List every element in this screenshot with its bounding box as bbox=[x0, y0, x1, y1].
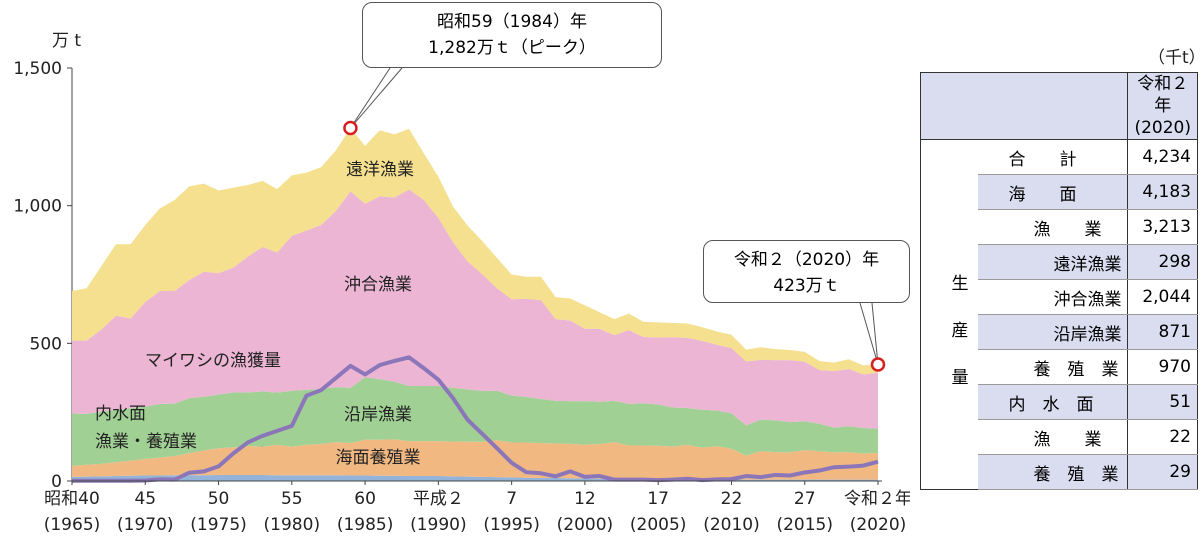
header-cell: 令和２年 (2020) bbox=[1127, 72, 1198, 140]
row-value: 22 bbox=[1127, 419, 1198, 455]
x-tick-label: 22 bbox=[721, 489, 743, 509]
annotation: 昭和59（1984）年 1,282万ｔ（ピーク） bbox=[362, 2, 662, 68]
table-row: 漁 業 3,213 bbox=[921, 209, 1198, 245]
x-tick-sublabel: (2015) bbox=[776, 515, 833, 535]
x-tick-sublabel: (1995) bbox=[483, 515, 540, 535]
row-label: 遠洋漁業 bbox=[978, 244, 1128, 280]
table-row: 生産量 合 計 4,234 bbox=[921, 139, 1198, 415]
table-row: 遠洋漁業 298 bbox=[921, 244, 1198, 280]
table-row: 海 面 4,183 bbox=[921, 174, 1198, 210]
x-tick-label: 昭和40 bbox=[44, 489, 100, 509]
x-tick-label: 27 bbox=[794, 489, 816, 509]
areas bbox=[72, 128, 878, 481]
x-tick-sublabel: (2000) bbox=[557, 515, 614, 535]
y-tick-label: 1,500 bbox=[13, 59, 62, 79]
chart: 万 t 0 500 1,000 1,500 昭和40 (1965) 45 (1970) 50 (1… bbox=[13, 31, 910, 535]
x-tick-sublabel: (1965) bbox=[44, 515, 101, 535]
leader bbox=[871, 302, 879, 365]
row-label: 養 殖 業 bbox=[978, 454, 1128, 490]
annotation-point bbox=[870, 357, 886, 372]
data-table: 令和２年 (2020) 生産量合 計 4,234 海 面 4,183 漁 業 3,213 遠洋… bbox=[920, 72, 1198, 490]
y-tick-label: 0 bbox=[51, 472, 62, 492]
row-value: 4,183 bbox=[1127, 174, 1198, 210]
leader bbox=[350, 67, 391, 129]
row-value: 4,234 bbox=[1127, 139, 1198, 175]
x-tick-label: 令和２年 bbox=[844, 489, 910, 509]
table-row: 養 殖 業 970 bbox=[921, 349, 1198, 385]
area bbox=[72, 439, 878, 480]
row-label: 合 計 bbox=[978, 139, 1128, 175]
x-tick-label: 17 bbox=[647, 489, 669, 509]
table-row: 沖合漁業 2,044 bbox=[921, 279, 1198, 315]
table-unit: （千t） bbox=[1148, 48, 1200, 68]
x-tick-sublabel: (1980) bbox=[264, 515, 321, 535]
row-label: 沖合漁業 bbox=[978, 279, 1128, 315]
area bbox=[72, 128, 878, 375]
series-label: 遠洋漁業 bbox=[346, 160, 414, 180]
row-label: 漁 業 bbox=[978, 209, 1128, 245]
x-tick-sublabel: (1975) bbox=[190, 515, 247, 535]
row-label: 漁 業 bbox=[978, 419, 1128, 455]
x-tick-label: 平成２ bbox=[413, 489, 464, 509]
x-tick-label: 50 bbox=[208, 489, 230, 509]
x-tick-label: 7 bbox=[506, 489, 517, 509]
side-label: 生産量 bbox=[947, 274, 968, 415]
x-tick-sublabel: (1970) bbox=[117, 515, 174, 535]
area bbox=[72, 189, 878, 429]
area bbox=[72, 377, 878, 466]
header-cell bbox=[920, 72, 1128, 140]
row-value: 29 bbox=[1127, 454, 1198, 490]
row-value: 298 bbox=[1127, 244, 1198, 280]
x-tick-sublabel: (2005) bbox=[630, 515, 687, 535]
line-label: マイワシの漁獲量 bbox=[145, 351, 281, 371]
series-label: 内水面 漁業・養殖業 bbox=[95, 404, 197, 452]
y-tick-label: 500 bbox=[30, 334, 62, 354]
x-tick-sublabel: (2020) bbox=[850, 515, 907, 535]
header-row: 令和２年 (2020) bbox=[920, 72, 1198, 140]
row-label: 内 水 面 bbox=[978, 384, 1128, 420]
row-value: 871 bbox=[1127, 314, 1198, 350]
annotation-point bbox=[343, 120, 358, 136]
row-label: 養 殖 業 bbox=[978, 349, 1128, 385]
x-tick-label: 55 bbox=[281, 489, 303, 509]
table-row: 養 殖 業 29 bbox=[921, 454, 1198, 490]
row-value: 51 bbox=[1127, 384, 1198, 420]
row-label: 海 面 bbox=[978, 174, 1128, 210]
y-unit: 万 t bbox=[52, 31, 81, 51]
x-tick-label: 45 bbox=[134, 489, 156, 509]
x-tick-sublabel: (1990) bbox=[410, 515, 467, 535]
x-tick-sublabel: (1985) bbox=[337, 515, 394, 535]
x-tick-label: 60 bbox=[354, 489, 376, 509]
annotation: 令和２（2020）年 423万ｔ bbox=[703, 240, 910, 303]
row-value: 2,044 bbox=[1127, 279, 1198, 315]
table-row: 内 水 面 51 bbox=[921, 384, 1198, 420]
x-tick-sublabel: (2010) bbox=[703, 515, 760, 535]
table-row: 漁 業 22 bbox=[921, 419, 1198, 455]
row-value: 970 bbox=[1127, 349, 1198, 385]
line bbox=[72, 355, 879, 483]
y-tick-label: 1,000 bbox=[13, 197, 62, 217]
leader bbox=[350, 67, 403, 129]
series-label: 沖合漁業 bbox=[344, 275, 412, 295]
table-row: 沿岸漁業 871 bbox=[921, 314, 1198, 350]
leader bbox=[859, 302, 879, 365]
row-value: 3,213 bbox=[1127, 209, 1198, 245]
series-label: 海面養殖業 bbox=[335, 448, 421, 468]
row-label: 沿岸漁業 bbox=[978, 314, 1128, 350]
x-tick-label: 12 bbox=[574, 489, 596, 509]
series-label: 沿岸漁業 bbox=[344, 405, 412, 425]
